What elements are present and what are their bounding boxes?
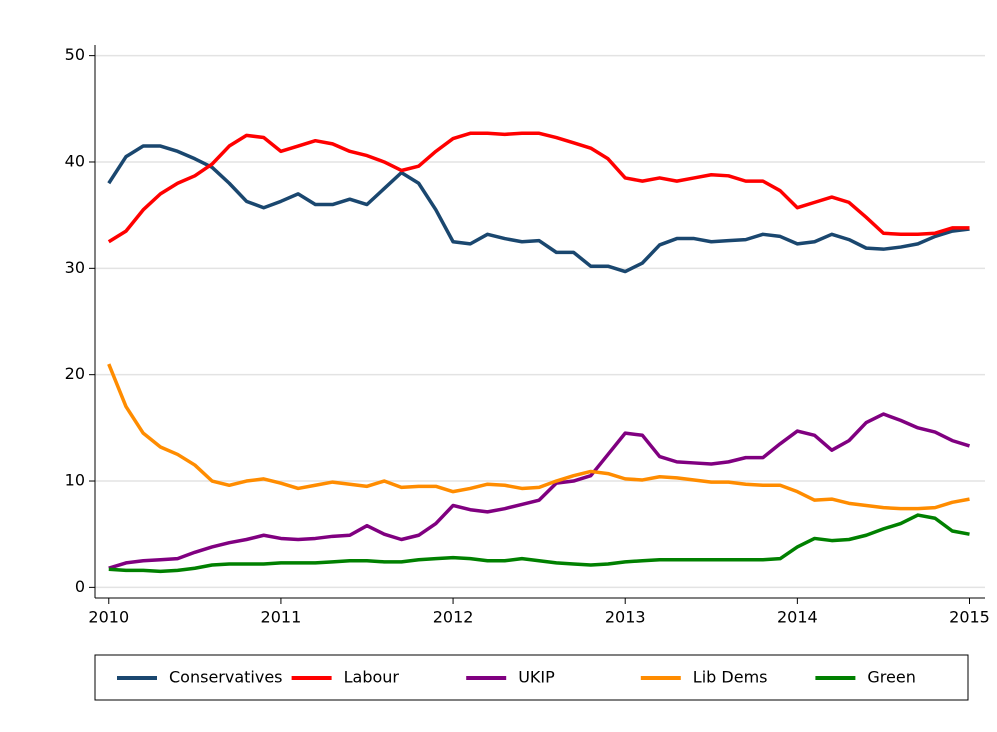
legend-label: Green: [867, 668, 915, 687]
x-tick-label: 2014: [777, 608, 818, 627]
line-series: [107, 131, 970, 244]
legend-label: UKIP: [518, 668, 555, 687]
x-tick-label: 2011: [261, 608, 302, 627]
y-tick-label: 40: [65, 151, 85, 170]
y-tick-label: 50: [65, 45, 85, 64]
line-series: [108, 412, 971, 570]
legend-label: Conservatives: [169, 668, 283, 687]
legend: Conservatives Labour UKIP Lib Dems Green: [94, 654, 969, 701]
line-series: [107, 144, 970, 274]
y-tick-label: 10: [65, 471, 85, 490]
line-series: [107, 363, 970, 511]
x-tick-label: 2013: [605, 608, 646, 627]
y-tick-label: 20: [65, 364, 85, 383]
x-tick-label: 2015: [949, 608, 990, 627]
y-tick-label: 30: [65, 258, 85, 277]
x-tick-label: 2012: [433, 608, 474, 627]
legend-label: Labour: [344, 668, 400, 687]
x-tick-label: 2010: [88, 608, 129, 627]
legend-label: Lib Dems: [693, 668, 768, 687]
y-tick-label: 0: [75, 577, 85, 596]
line-series: [108, 513, 970, 574]
